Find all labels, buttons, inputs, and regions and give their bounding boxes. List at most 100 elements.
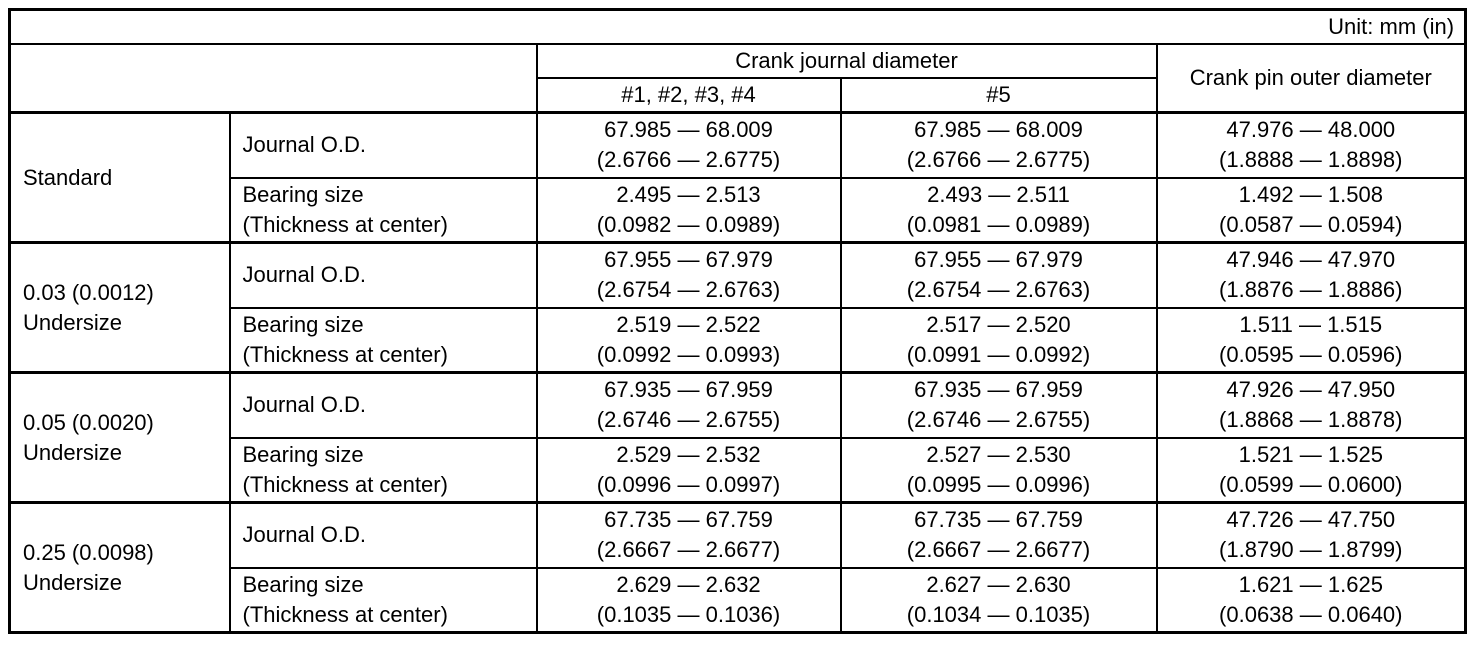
value-mm: 47.926 — 47.950 [1226,377,1396,403]
spec-cell-journal14: 67.935 — 67.959 (2.6746 — 2.6755) [535,371,842,439]
value-mm: 2.517 — 2.520 [926,311,1071,337]
value-mm: 67.735 — 67.759 [914,507,1083,533]
bearing-label-line2: (Thickness at center) [242,471,448,497]
value-mm: 47.726 — 47.750 [1226,507,1396,533]
value-in: (0.0981 — 0.0989) [906,211,1091,237]
header-journal-5: #5 [839,77,1158,114]
spec-cell-journal5: 67.985 — 68.009 (2.6766 — 2.6775) [839,111,1158,179]
value-in: (2.6766 — 2.6775) [596,147,781,173]
size-label-line1: 0.05 (0.0020) [23,409,154,435]
header-journal-1-4: #1, #2, #3, #4 [535,77,842,114]
header-crank-journal-diameter: Crank journal diameter [535,43,1158,79]
value-mm: 2.527 — 2.530 [926,441,1071,467]
value-mm: 1.621 — 1.625 [1238,571,1383,597]
measure-label-bearing-size: Bearing size (Thickness at center) [228,306,538,374]
spec-cell-pin: 47.976 — 48.000 (1.8888 — 1.8898) [1155,111,1467,179]
unit-label: Unit: mm (in) [8,8,1467,45]
spec-cell-journal14: 67.735 — 67.759 (2.6667 — 2.6677) [535,501,842,569]
value-mm: 2.519 — 2.522 [616,311,761,337]
value-mm: 2.629 — 2.632 [616,571,761,597]
row-025-bearing-size: Bearing size (Thickness at center) 2.629… [10,566,1467,634]
value-mm: 47.946 — 47.970 [1226,247,1396,273]
spec-cell-pin: 1.511 — 1.515 (0.0595 — 0.0596) [1155,306,1467,374]
spec-cell-journal14: 2.629 — 2.632 (0.1035 — 0.1036) [535,566,842,634]
value-mm: 2.627 — 2.630 [926,571,1071,597]
spec-cell-journal14: 2.495 — 2.513 (0.0982 — 0.0989) [535,176,842,244]
bearing-label-line1: Bearing size [242,571,364,597]
value-mm: 67.735 — 67.759 [604,507,773,533]
bearing-label-line2: (Thickness at center) [242,341,448,367]
measure-label-bearing-size: Bearing size (Thickness at center) [228,436,538,504]
size-label-line2: Undersize [23,569,123,595]
size-label-line2: Undersize [23,439,123,465]
spec-cell-journal14: 67.985 — 68.009 (2.6766 — 2.6775) [535,111,842,179]
row-005-bearing-size: Bearing size (Thickness at center) 2.529… [10,436,1467,504]
value-in: (0.1035 — 0.1036) [596,601,781,627]
row-005-journal-od: 0.05 (0.0020) Undersize Journal O.D. 67.… [8,371,1467,504]
spec-cell-journal5: 2.627 — 2.630 (0.1034 — 0.1035) [839,566,1158,634]
bearing-label-line2: (Thickness at center) [242,211,448,237]
measure-label-journal-od: Journal O.D. [228,501,538,569]
spec-cell-pin: 47.726 — 47.750 (1.8790 — 1.8799) [1155,501,1467,569]
value-mm: 1.511 — 1.515 [1239,311,1383,337]
value-mm: 2.495 — 2.513 [616,181,761,207]
size-label-003-undersize: 0.03 (0.0012) Undersize [8,241,231,374]
value-in: (0.1034 — 0.1035) [906,601,1091,627]
size-label-line1: Standard [23,164,113,190]
value-mm: 47.976 — 48.000 [1226,117,1396,143]
row-003-journal-od: 0.03 (0.0012) Undersize Journal O.D. 67.… [8,241,1467,374]
value-mm: 1.492 — 1.508 [1238,181,1383,207]
value-in: (2.6766 — 2.6775) [906,147,1091,173]
value-mm: 67.955 — 67.979 [914,247,1083,273]
value-in: (1.8868 — 1.8878) [1219,407,1403,433]
bearing-label-line1: Bearing size [242,441,364,467]
header-row-1: Crank journal diameter Crank pin outer d… [8,43,1467,114]
value-in: (2.6746 — 2.6755) [596,407,781,433]
value-in: (2.6754 — 2.6763) [596,277,781,303]
value-mm: 67.985 — 68.009 [914,117,1083,143]
value-in: (0.0995 — 0.0996) [906,471,1091,497]
value-mm: 67.935 — 67.959 [604,377,773,403]
header-row-2: #1, #2, #3, #4 #5 [10,77,1466,114]
value-in: (0.0595 — 0.0596) [1219,341,1403,367]
spec-cell-pin: 1.492 — 1.508 (0.0587 — 0.0594) [1155,176,1467,244]
spec-cell-journal14: 2.529 — 2.532 (0.0996 — 0.0997) [535,436,842,504]
value-in: (2.6754 — 2.6763) [906,277,1091,303]
value-in: (2.6746 — 2.6755) [906,407,1091,433]
spec-cell-journal14: 67.955 — 67.979 (2.6754 — 2.6763) [535,241,842,309]
spec-cell-journal5: 67.735 — 67.759 (2.6667 — 2.6677) [839,501,1158,569]
value-in: (0.0992 — 0.0993) [596,341,781,367]
spec-cell-pin: 47.926 — 47.950 (1.8868 — 1.8878) [1155,371,1467,439]
size-label-line1: 0.03 (0.0012) [23,279,154,305]
spec-cell-pin: 47.946 — 47.970 (1.8876 — 1.8886) [1155,241,1467,309]
row-standard-journal-od: Standard Journal O.D. 67.985 — 68.009 (2… [8,111,1467,244]
header-crank-pin-outer-diameter: Crank pin outer diameter [1155,43,1467,114]
spec-cell-journal5: 67.955 — 67.979 (2.6754 — 2.6763) [839,241,1158,309]
value-mm: 2.529 — 2.532 [616,441,761,467]
measure-label-bearing-size: Bearing size (Thickness at center) [228,566,538,634]
size-label-025-undersize: 0.25 (0.0098) Undersize [8,501,231,634]
measure-label-journal-od: Journal O.D. [228,371,538,439]
value-mm: 67.935 — 67.959 [914,377,1083,403]
value-in: (1.8790 — 1.8799) [1219,537,1403,563]
size-label-line1: 0.25 (0.0098) [23,539,154,565]
unit-row: Unit: mm (in) [8,8,1467,45]
size-label-standard: Standard [8,111,231,244]
size-label-line2: Undersize [23,309,123,335]
bearing-label-line2: (Thickness at center) [242,601,448,627]
row-025-journal-od: 0.25 (0.0098) Undersize Journal O.D. 67.… [8,501,1467,634]
value-in: (0.0638 — 0.0640) [1219,601,1403,627]
value-mm: 67.985 — 68.009 [604,117,773,143]
spec-cell-journal5: 67.935 — 67.959 (2.6746 — 2.6755) [839,371,1158,439]
measure-label-journal-od: Journal O.D. [228,241,538,309]
row-003-bearing-size: Bearing size (Thickness at center) 2.519… [10,306,1467,374]
spec-cell-pin: 1.521 — 1.525 (0.0599 — 0.0600) [1155,436,1467,504]
value-in: (2.6667 — 2.6677) [596,537,781,563]
spec-cell-journal5: 2.517 — 2.520 (0.0991 — 0.0992) [839,306,1158,374]
spec-cell-pin: 1.621 — 1.625 (0.0638 — 0.0640) [1155,566,1467,634]
spec-cell-journal5: 2.527 — 2.530 (0.0995 — 0.0996) [839,436,1158,504]
crankshaft-spec-table: Unit: mm (in) Crank journal diameter Cra… [8,8,1468,634]
value-mm: 67.955 — 67.979 [604,247,773,273]
spec-cell-journal14: 2.519 — 2.522 (0.0992 — 0.0993) [535,306,842,374]
value-mm: 2.493 — 2.511 [927,181,1070,207]
